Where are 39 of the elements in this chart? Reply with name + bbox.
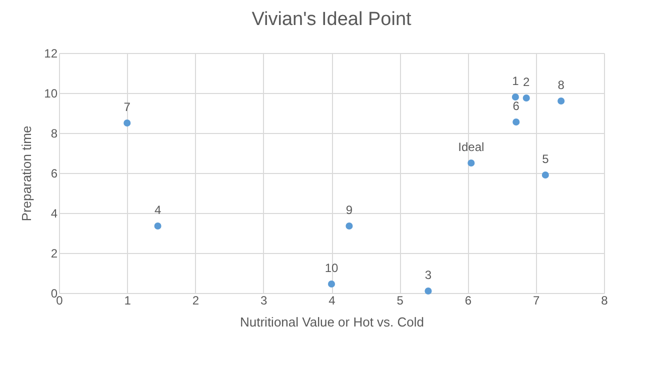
point [346,222,353,230]
point [424,287,432,295]
y-tick-label: 10 [44,86,58,100]
x-tick-label: 2 [192,294,200,308]
annotation: 7 [124,100,131,114]
x-tick-label: 8 [601,294,608,308]
point [512,118,520,126]
point [542,171,549,179]
annotation: Ideal [458,140,484,154]
y-tick-label: 4 [50,206,58,220]
point [512,93,519,101]
y-tick-label: 8 [50,126,58,140]
y-tick-label: 12 [44,46,58,60]
annotation: 6 [512,99,520,113]
y-tick-label: 6 [50,166,58,180]
x-tick-label: 3 [260,294,268,308]
x-tick-label: 6 [464,294,472,308]
point [124,119,131,127]
y-tick-label: 2 [50,246,58,260]
annotation: 9 [346,203,353,217]
x-axis-title: Nutritional Value or Hot vs. Cold [240,314,424,330]
x-tick-label: 1 [124,294,132,308]
chart-title: Vivian's Ideal Point [252,9,412,30]
x-tick-label: 7 [533,294,540,308]
point [468,159,475,167]
point [522,94,530,102]
annotation: 5 [542,152,550,166]
annotation: 2 [522,75,530,89]
annotation: 8 [558,78,565,92]
annotation: 3 [424,268,432,282]
y-axis-title: Preparation time [19,126,34,222]
annotation: 10 [324,261,338,275]
annotation: 1 [512,74,520,88]
point [328,280,336,288]
x-tick-label: 4 [328,294,336,308]
annotation: 4 [154,203,162,217]
point [154,222,162,230]
point [558,97,565,105]
x-tick-label: 5 [396,294,404,308]
